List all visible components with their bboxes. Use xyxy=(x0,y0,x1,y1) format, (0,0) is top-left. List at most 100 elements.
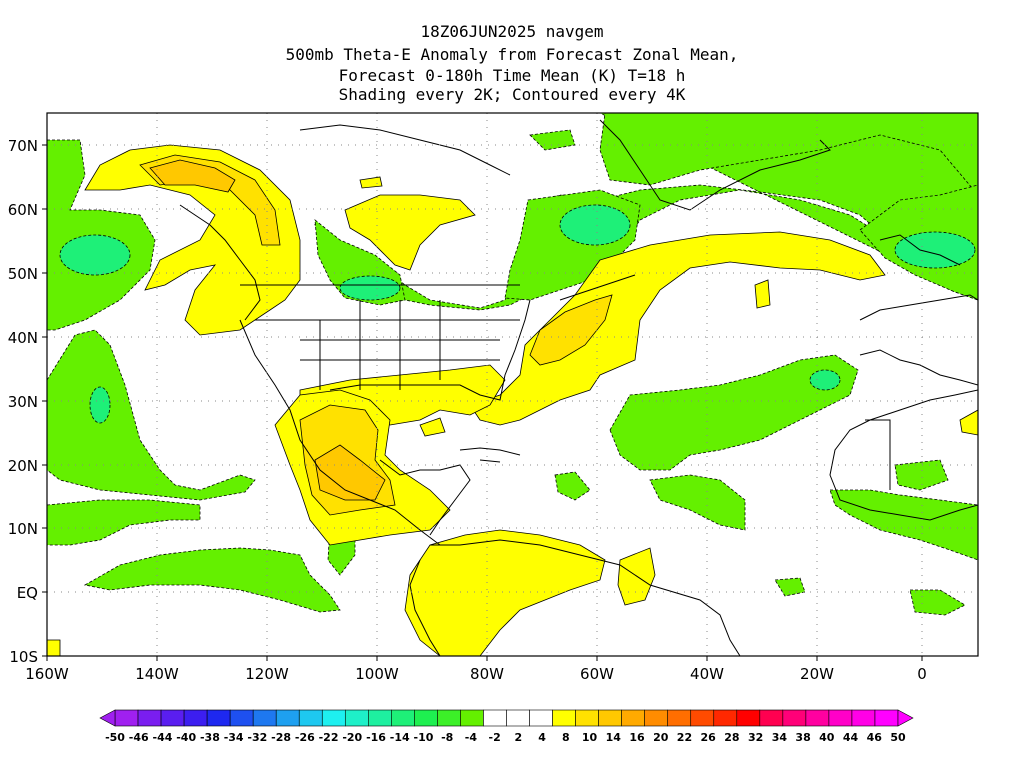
lat-labels: 70N 60N 50N 40N 30N 20N 10N EQ 10S xyxy=(8,137,38,666)
colorbar-arrow-left xyxy=(99,709,116,727)
colorbar-label: 22 xyxy=(677,731,692,744)
pos-region-small-c xyxy=(959,409,978,436)
lon-label: 100W xyxy=(355,665,399,683)
colorbar-label: -14 xyxy=(390,731,410,744)
colorbar-label: 50 xyxy=(890,731,906,744)
title-line-4: Shading every 2K; Contoured every 4K xyxy=(338,85,686,104)
plot-frame xyxy=(46,112,979,657)
colorbar-swatch xyxy=(344,709,369,727)
colorbar-label: 4 xyxy=(538,731,546,744)
colorbar-label: 2 xyxy=(515,731,523,744)
lon-label: 20W xyxy=(800,665,834,683)
colorbar-label: 32 xyxy=(748,731,763,744)
colorbar-swatch xyxy=(460,709,484,727)
colorbar-label: -8 xyxy=(441,731,453,744)
colorbar-swatch xyxy=(552,709,576,727)
neg-region-pacific-south xyxy=(83,547,341,613)
colorbar-swatch xyxy=(114,709,139,727)
lat-label: 10S xyxy=(9,648,38,666)
colorbar-swatch xyxy=(368,709,392,727)
colorbar-swatch xyxy=(229,709,254,727)
colorbar-swatch xyxy=(437,709,461,727)
colorbar-swatch xyxy=(736,709,761,727)
colorbar-swatch xyxy=(160,709,185,727)
colorbar-swatch xyxy=(252,709,277,727)
title-line-1: 18Z06JUN2025 navgem xyxy=(420,22,604,41)
lat-label: EQ xyxy=(17,584,38,602)
title-line-3: Forecast 0-180h Time Mean (K) T=18 h xyxy=(338,66,686,85)
colorbar-swatch xyxy=(414,709,438,727)
colorbar-swatch xyxy=(575,709,599,727)
colorbar-label: -20 xyxy=(342,731,362,744)
colorbar-swatch xyxy=(298,709,323,727)
colorbar-swatch xyxy=(782,709,807,727)
coastlines xyxy=(179,119,978,656)
pos-region-small-b xyxy=(754,279,771,309)
neg-core-3 xyxy=(59,234,131,276)
colorbar-arrow-right xyxy=(897,709,914,727)
colorbar-label: -38 xyxy=(200,731,220,744)
lat-label: 10N xyxy=(8,520,38,538)
colorbar-swatch xyxy=(391,709,415,727)
colorbar-label: -10 xyxy=(414,731,434,744)
neg-region-small-1 xyxy=(554,471,591,501)
colorbar-swatch xyxy=(759,709,784,727)
pos-region-small-a xyxy=(419,417,446,437)
neg-region-pacific-sw xyxy=(47,329,256,501)
colorbar-label: -2 xyxy=(489,731,501,744)
colorbar-swatch xyxy=(621,709,645,727)
colorbar-label: -44 xyxy=(153,731,173,744)
colorbar-swatch xyxy=(851,709,876,727)
colorbar-swatch xyxy=(667,709,692,727)
colorbar-label: 34 xyxy=(772,731,788,744)
neg-region-africa-2 xyxy=(894,459,949,491)
neg-region-pacific-band xyxy=(47,499,201,546)
colorbar-swatch xyxy=(529,709,553,727)
colorbar-label: 40 xyxy=(819,731,835,744)
neg-region-greenland xyxy=(599,113,978,196)
lon-label: 0 xyxy=(917,665,927,683)
lat-label: 20N xyxy=(8,457,38,475)
neg-core-6 xyxy=(339,275,401,301)
pos-region-canada-small xyxy=(359,176,383,189)
colorbar-swatch xyxy=(275,709,300,727)
colorbar-label: -34 xyxy=(224,731,244,744)
colorbar-swatch xyxy=(321,709,346,727)
lon-label: 80W xyxy=(470,665,504,683)
neg-core-5 xyxy=(89,386,111,424)
colorbar-label: 26 xyxy=(701,731,717,744)
neg-region-south-atl xyxy=(909,589,966,616)
lon-label: 60W xyxy=(580,665,614,683)
colorbar-swatch xyxy=(137,709,162,727)
neg-region-arctic xyxy=(314,113,978,311)
colorbar-label: -26 xyxy=(295,731,315,744)
colorbar-swatch xyxy=(805,709,830,727)
colorbar-label: 46 xyxy=(867,731,883,744)
lon-label: 160W xyxy=(25,665,69,683)
neg-core-4 xyxy=(809,369,841,391)
lon-labels: 160W 140W 120W 100W 80W 60W 40W 20W 0 xyxy=(25,665,927,683)
colorbar-label: -46 xyxy=(129,731,149,744)
lat-label: 50N xyxy=(8,265,38,283)
colorbar-label: 8 xyxy=(562,731,570,744)
colorbar-label: -4 xyxy=(465,731,478,744)
colorbar-label: -50 xyxy=(105,731,125,744)
pos-region-small-d xyxy=(47,639,61,656)
shaded-field xyxy=(47,113,978,656)
pos-region-southamerica xyxy=(404,529,606,656)
neg-core-2 xyxy=(894,231,976,269)
lat-label: 60N xyxy=(8,201,38,219)
pos-region-atlantic-inner xyxy=(529,294,613,366)
pos-region-canada xyxy=(344,194,476,271)
colorbar-swatch xyxy=(713,709,738,727)
colorbar-label: -16 xyxy=(366,731,386,744)
tick-marks xyxy=(42,144,923,661)
colorbar-labels: -50 -46 -44 -40 -38 -34 -32 -28 -26 -22 -20 -16 -14-… xyxy=(105,731,906,744)
colorbar-swatch xyxy=(690,709,715,727)
pos-region-atlantic-band xyxy=(469,231,886,426)
colorbar-label: 20 xyxy=(653,731,669,744)
colorbar-label: -40 xyxy=(176,731,196,744)
neg-region-small-3 xyxy=(529,129,576,151)
lon-label: 140W xyxy=(135,665,179,683)
